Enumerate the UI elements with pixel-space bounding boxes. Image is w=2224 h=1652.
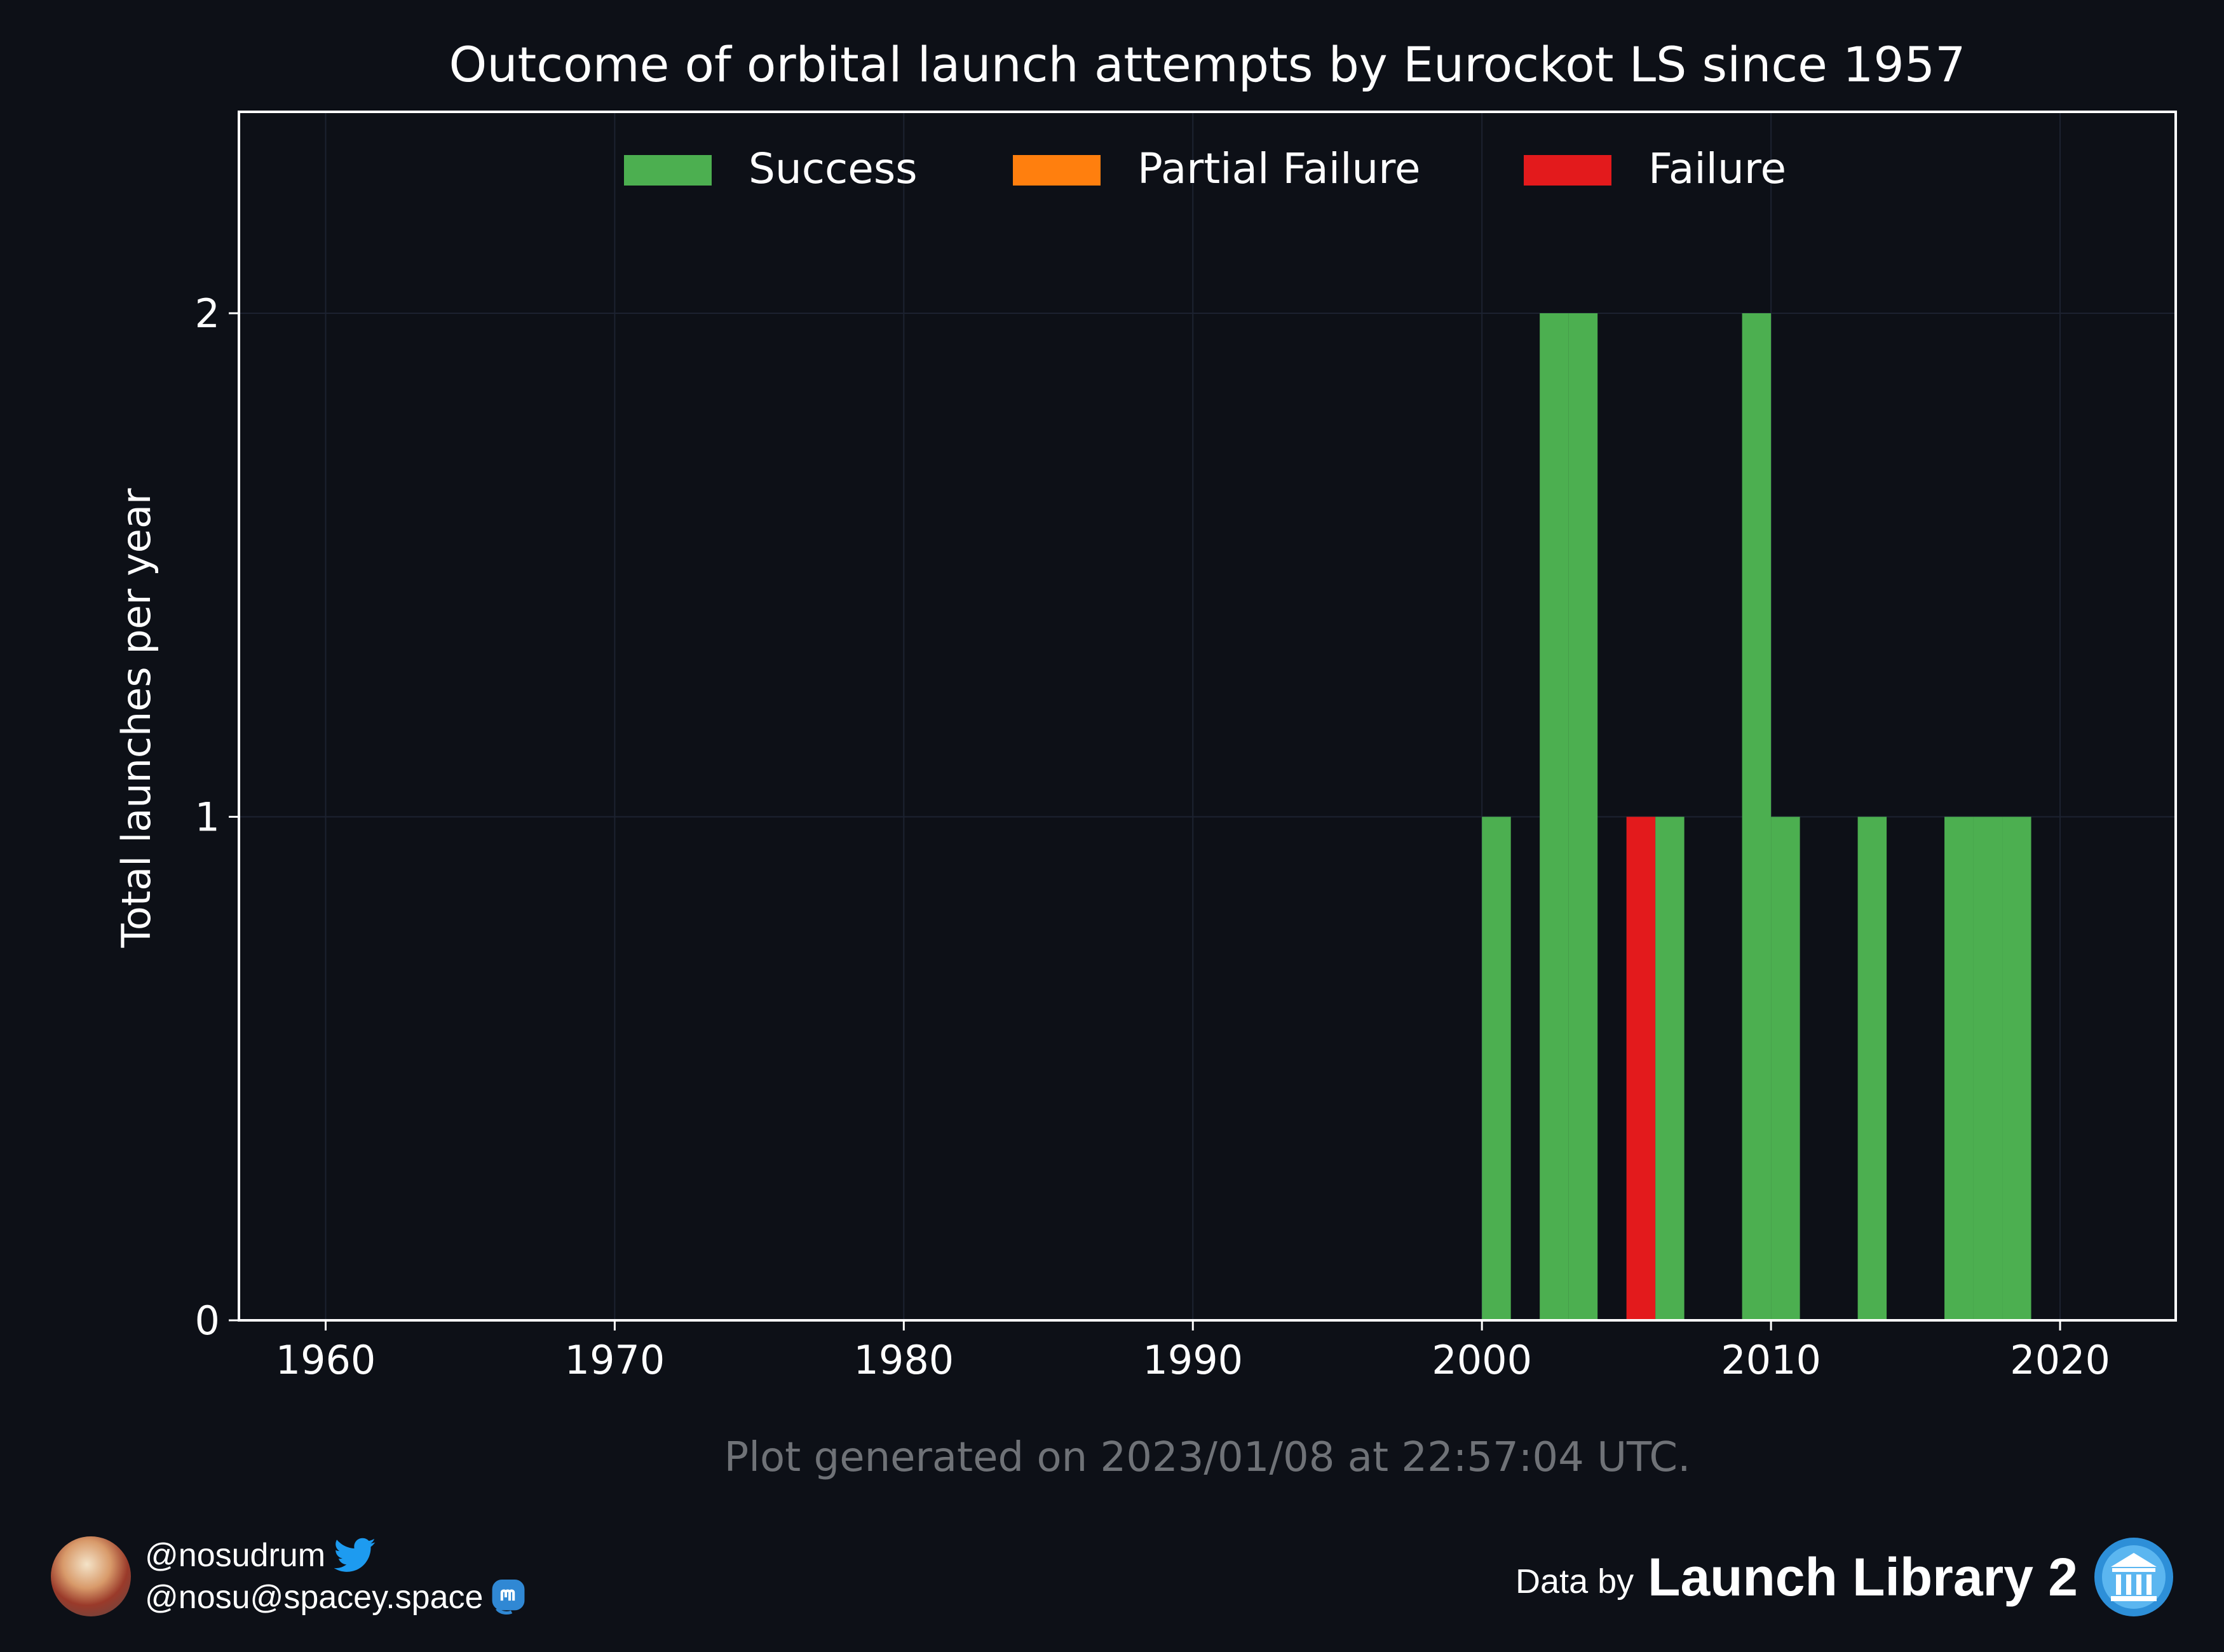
bar-success-2000: [1482, 816, 1511, 1320]
legend: Success Partial Failure Failure: [624, 144, 1786, 193]
data-source: Data by Launch Library 2: [1515, 1536, 2174, 1618]
data-by-label: Data by: [1515, 1562, 1634, 1601]
launch-library-logo-icon: [2094, 1538, 2173, 1616]
y-tick-label: 1: [195, 794, 220, 841]
x-tick-label: 2010: [1721, 1337, 1821, 1383]
y-axis: 0 1 2: [195, 290, 239, 1344]
bar-success-2013: [1857, 816, 1887, 1320]
plot-frame: [238, 111, 2177, 1322]
chart-title: Outcome of orbital launch attempts by Eu…: [449, 36, 1966, 93]
y-tick-label: 2: [195, 290, 220, 337]
y-axis-label: Total launches per year: [113, 488, 159, 948]
y-tick-label: 0: [195, 1297, 220, 1344]
bar-success-2009: [1742, 313, 1772, 1320]
twitter-icon: [334, 1538, 376, 1573]
bars: [1482, 313, 2031, 1320]
bar-success-2017: [1973, 816, 2003, 1320]
avatar: [51, 1536, 131, 1616]
legend-label: Success: [749, 144, 918, 193]
x-tick-label: 1990: [1143, 1337, 1243, 1383]
generated-note: Plot generated on 2023/01/08 at 22:57:04…: [724, 1434, 1691, 1481]
bar-failure-2005: [1626, 816, 1656, 1320]
x-axis: 1960 1970 1980 1990 2000 2010 2020: [276, 1320, 2110, 1383]
bar-success-2002: [1540, 313, 1569, 1320]
x-tick-label: 2020: [2010, 1337, 2110, 1383]
twitter-row: @nosudrum: [145, 1534, 525, 1576]
legend-swatch: [624, 155, 712, 186]
legend-label: Failure: [1648, 144, 1786, 193]
bar-success-2016: [1944, 816, 1974, 1320]
mastodon-icon: [492, 1580, 525, 1615]
mastodon-row: @nosu@spacey.space: [145, 1576, 525, 1618]
mastodon-handle: @nosu@spacey.space: [145, 1579, 484, 1616]
bar-success-2003: [1568, 313, 1598, 1320]
x-tick-label: 1970: [565, 1337, 665, 1383]
bar-success-2018: [2002, 816, 2031, 1320]
x-tick-label: 1960: [276, 1337, 376, 1383]
legend-swatch: [1013, 155, 1101, 186]
bar-success-2006: [1655, 816, 1685, 1320]
x-tick-label: 2000: [1432, 1337, 1532, 1383]
legend-label: Partial Failure: [1137, 144, 1421, 193]
legend-swatch: [1524, 155, 1611, 186]
source-name: Launch Library 2: [1648, 1547, 2078, 1607]
author-handles: @nosudrum @nosu@spacey.space: [145, 1534, 525, 1618]
author-credits: @nosudrum @nosu@spacey.space: [51, 1534, 525, 1618]
twitter-handle: @nosudrum: [145, 1537, 326, 1574]
x-tick-label: 1980: [853, 1337, 954, 1383]
bar-success-2010: [1771, 816, 1800, 1320]
